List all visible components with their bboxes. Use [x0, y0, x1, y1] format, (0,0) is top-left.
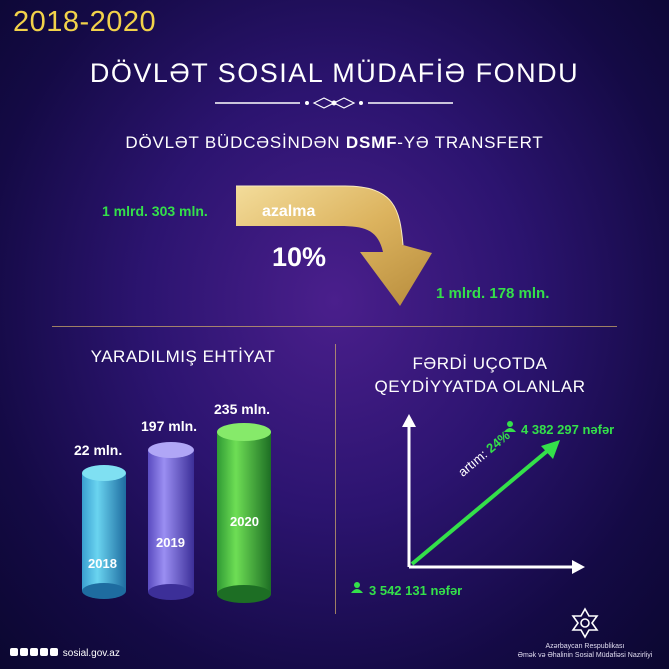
bar-2018	[82, 473, 126, 591]
bar-year-2019: 2019	[156, 535, 185, 550]
ornament-divider	[215, 97, 453, 109]
telegram-icon	[30, 648, 38, 656]
twitter-icon	[40, 648, 48, 656]
person-icon-start	[351, 582, 363, 593]
transfer-to-value: 1 mlrd. 178 mln.	[436, 285, 550, 302]
bar-value-2020: 235 mln.	[214, 401, 271, 417]
decrease-label: azalma	[262, 203, 316, 220]
bar-2020	[217, 432, 271, 594]
website-link[interactable]: sosial.gov.az	[62, 648, 120, 660]
bar-year-2018: 2018	[88, 556, 117, 571]
transfer-from-value: 1 mlrd. 303 mln.	[102, 203, 208, 219]
facebook-icon	[10, 648, 18, 656]
registration-title-line1: FƏRDİ UÇOTDA	[412, 354, 548, 373]
registration-title: FƏRDİ UÇOTDA QEYDİYYATDA OLANLAR	[350, 352, 610, 398]
bar-2019	[148, 450, 194, 592]
reserve-cylinders	[82, 423, 271, 603]
page-title: DÖVLƏT SOSIAL MÜDAFİƏ FONDU	[89, 58, 580, 88]
bar-value-2019: 197 mln.	[141, 418, 198, 434]
bar-value-2018: 22 mln.	[74, 442, 123, 458]
reserve-title: YARADILMIŞ EHTİYAT	[90, 347, 276, 366]
youtube-icon	[50, 648, 58, 656]
transfer-subtitle: DÖVLƏT BÜDCƏSİNDƏN DSMF-YƏ TRANSFERT	[125, 133, 544, 152]
horizontal-divider	[52, 326, 617, 327]
ministry-logo-icon	[571, 607, 599, 639]
start-count: 3 542 131 nəfər	[369, 583, 463, 598]
vertical-divider	[335, 344, 336, 614]
growth-chart	[351, 421, 560, 593]
years-heading: 2018-2020	[13, 6, 157, 38]
bar-year-2020: 2020	[230, 514, 259, 529]
footer-social: sosial.gov.az	[10, 648, 120, 659]
person-icon-end	[504, 421, 516, 432]
social-icons[interactable]	[10, 648, 60, 659]
growth-arrow	[410, 445, 554, 566]
instagram-icon	[20, 648, 28, 656]
end-count: 4 382 297 nəfər	[521, 422, 615, 437]
decrease-arrow-graphic	[236, 185, 432, 306]
registration-title-line2: QEYDİYYATDA OLANLAR	[374, 377, 586, 396]
ministry-name: Azərbaycan Respublikası Əmək və Əhalinin…	[517, 643, 653, 659]
decrease-percent: 10%	[272, 242, 327, 272]
